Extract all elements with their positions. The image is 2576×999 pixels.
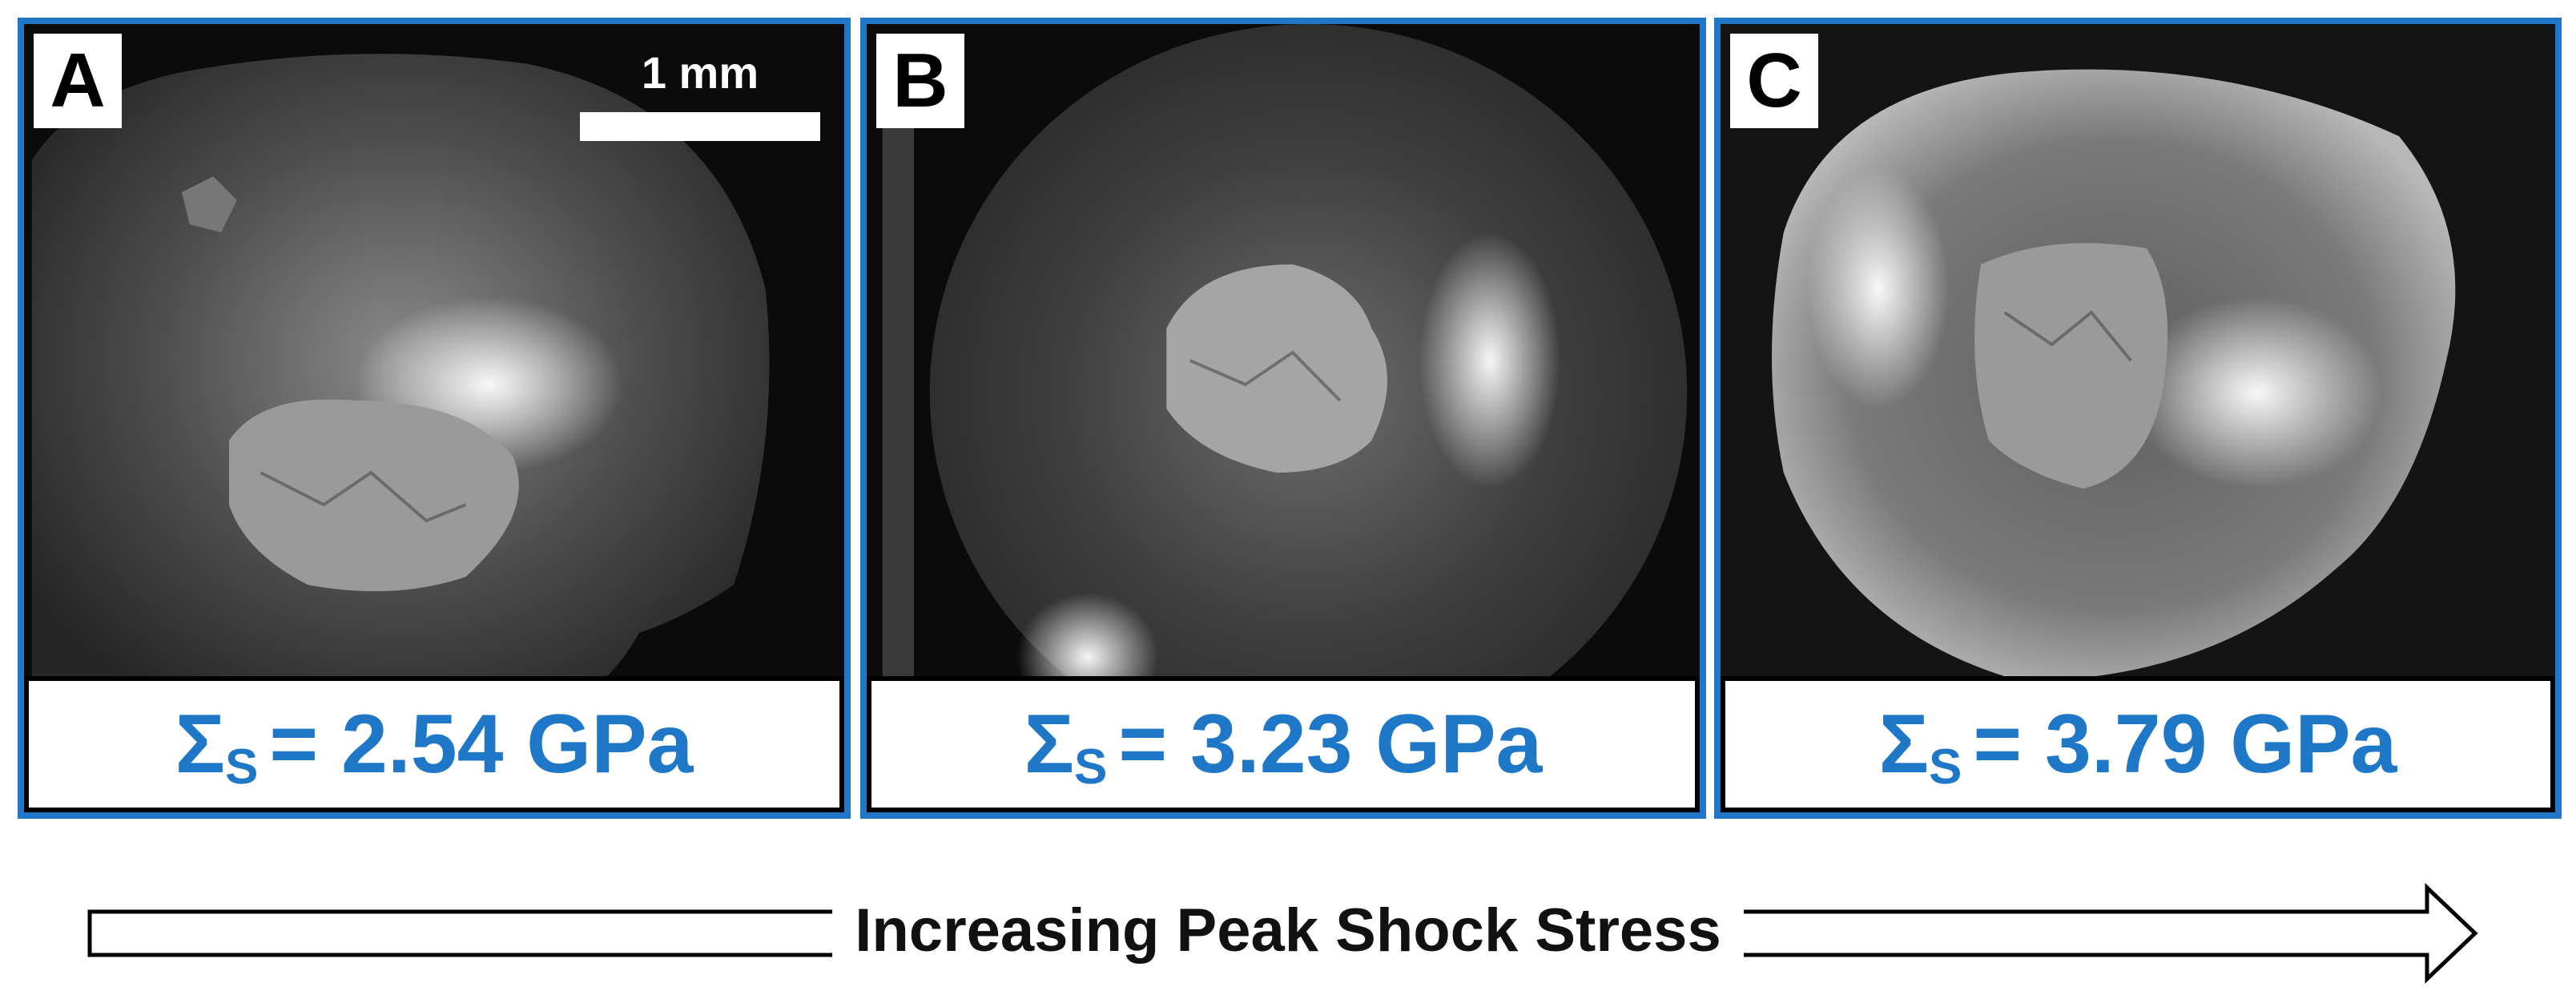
- panel-label-b: B: [876, 34, 964, 128]
- scale-bar: 1 mm: [580, 48, 820, 141]
- panel-c: C Σ S = 3.79 GPa: [1714, 18, 2562, 819]
- arrow-caption: Increasing Peak Shock Stress: [832, 896, 1744, 965]
- stress-subscript: S: [1074, 739, 1108, 795]
- scale-bar-label: 1 mm: [641, 47, 759, 98]
- panel-a: A 1 mm Σ S = 2.54 GPa: [18, 18, 851, 819]
- stress-symbol: Σ: [175, 697, 225, 791]
- stress-subscript: S: [225, 739, 259, 795]
- scale-bar-line: [580, 111, 820, 141]
- fracture-surface-photo-c: [1721, 24, 2555, 721]
- stress-value: = 3.23 GPa: [1118, 697, 1543, 791]
- fracture-surface-photo-b: [867, 24, 1700, 721]
- stress-value: = 2.54 GPa: [269, 697, 694, 791]
- stress-label-b: Σ S = 3.23 GPa: [867, 676, 1700, 812]
- stress-label-a: Σ S = 2.54 GPa: [24, 676, 844, 812]
- panel-label-a: A: [34, 34, 122, 128]
- panel-label-c: C: [1730, 34, 1818, 128]
- stress-value: = 3.79 GPa: [1973, 697, 2397, 791]
- stress-symbol: Σ: [1878, 697, 1929, 791]
- stress-subscript: S: [1929, 739, 1962, 795]
- panel-b: B Σ S = 3.23 GPa: [860, 18, 1706, 819]
- stress-label-c: Σ S = 3.79 GPa: [1721, 676, 2555, 812]
- stress-symbol: Σ: [1024, 697, 1074, 791]
